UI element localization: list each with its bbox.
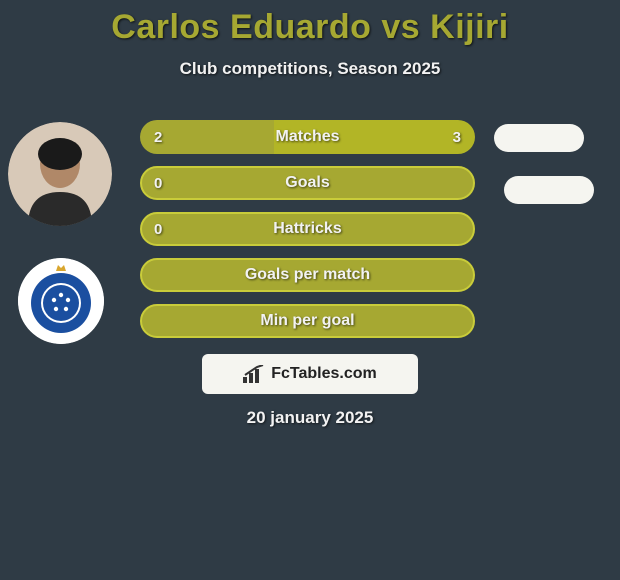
stat-bar: Matches2 3 bbox=[140, 120, 475, 154]
stat-label: Min per goal bbox=[140, 304, 475, 338]
stat-bars: Matches23Goals0Hattricks0Goals per match… bbox=[140, 120, 475, 350]
date-text: 20 january 2025 bbox=[0, 408, 620, 428]
player2-pill-2 bbox=[504, 176, 594, 204]
page-title: Carlos Eduardo vs Kijiri bbox=[0, 0, 620, 47]
watermark-badge: FcTables.com bbox=[202, 354, 418, 394]
stat-value-right: 3 bbox=[453, 120, 461, 154]
subtitle: Club competitions, Season 2025 bbox=[0, 59, 620, 79]
club-crest bbox=[18, 258, 104, 344]
stat-bar: Goals per match bbox=[140, 258, 475, 292]
stat-bar: Min per goal bbox=[140, 304, 475, 338]
crest-icon bbox=[18, 258, 104, 344]
stat-bar: Goals0 bbox=[140, 166, 475, 200]
stat-value-left: 0 bbox=[154, 212, 162, 246]
stat-label: Matches bbox=[140, 120, 475, 154]
comparison-card: Carlos Eduardo vs Kijiri Club competitio… bbox=[0, 0, 620, 580]
stat-label: Hattricks bbox=[140, 212, 475, 246]
stat-value-left: 2 bbox=[154, 120, 162, 154]
player2-pill-1 bbox=[494, 124, 584, 152]
stat-value-left: 0 bbox=[154, 166, 162, 200]
person-icon bbox=[8, 122, 112, 226]
stat-bar: Hattricks0 bbox=[140, 212, 475, 246]
stat-label: Goals bbox=[140, 166, 475, 200]
watermark-text: FcTables.com bbox=[271, 365, 377, 383]
stat-label: Goals per match bbox=[140, 258, 475, 292]
chart-icon bbox=[243, 365, 265, 383]
player-photo bbox=[8, 122, 112, 226]
